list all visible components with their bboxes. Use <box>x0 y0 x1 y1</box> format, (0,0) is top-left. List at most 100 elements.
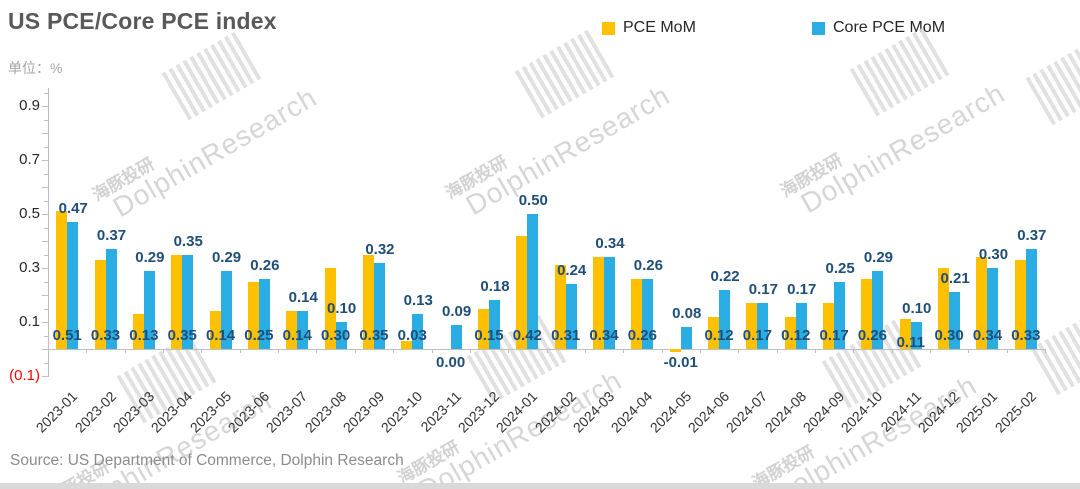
core-pce-value-label: 0.08 <box>672 305 702 323</box>
y-axis-line <box>48 88 49 377</box>
bar-pce <box>708 316 720 349</box>
bar-core-pce <box>834 281 846 349</box>
bar-pce <box>209 311 221 349</box>
bar-pce <box>593 257 605 349</box>
bar-pce <box>669 349 681 352</box>
pce-value-label: 0.17 <box>742 327 772 344</box>
pce-value-label: 0.30 <box>934 327 964 344</box>
core-pce-value-label: 0.21 <box>940 270 970 288</box>
x-axis-tick <box>661 349 663 353</box>
x-axis-tick <box>508 349 510 353</box>
pce-value-label: 0.35 <box>359 327 389 344</box>
core-pce-value-label: 0.18 <box>480 278 510 296</box>
x-axis-tick <box>354 349 356 353</box>
y-axis-tick <box>42 187 48 188</box>
core-pce-value-label: 0.37 <box>1017 227 1047 245</box>
y-axis-tick-label: (0.1) <box>9 367 40 384</box>
pce-value-label: 0.26 <box>627 327 657 344</box>
bar-pce <box>362 254 374 349</box>
pce-value-label: -0.01 <box>663 354 698 371</box>
core-pce-value-label: 0.22 <box>710 267 740 285</box>
bar-core-pce <box>987 268 999 349</box>
bar-pce <box>516 235 528 349</box>
core-pce-value-label: 0.17 <box>748 281 778 299</box>
y-axis-tick <box>44 281 48 283</box>
y-axis-unit-label: 单位：% <box>8 60 63 76</box>
bar-core-pce <box>182 254 194 349</box>
core-pce-value-label: 0.13 <box>403 291 433 309</box>
pce-value-label: 0.25 <box>244 327 274 344</box>
core-pce-value-label: 0.29 <box>211 248 242 266</box>
y-axis-tick-label: 0.7 <box>19 151 40 168</box>
core-pce-value-label: 0.17 <box>787 281 817 299</box>
bar-pce <box>401 340 413 349</box>
x-axis-tick <box>239 349 241 353</box>
x-axis-tick <box>968 349 970 353</box>
x-axis-tick <box>699 349 701 353</box>
bar-core-pce <box>335 322 347 349</box>
core-pce-value-label: 0.50 <box>518 192 548 209</box>
pce-value-label: 0.34 <box>589 327 619 344</box>
y-axis-tick <box>42 133 48 134</box>
core-pce-value-label: 0.47 <box>58 200 88 218</box>
x-axis-tick <box>930 349 931 353</box>
core-pce-value-label: 0.26 <box>250 256 280 274</box>
y-axis-tick-label: 0.5 <box>19 205 40 222</box>
bar-pce <box>938 268 950 349</box>
pce-value-label: 0.03 <box>397 327 427 344</box>
bar-core-pce <box>143 270 155 349</box>
pce-value-label: 0.14 <box>282 327 312 344</box>
bar-pce <box>56 211 68 349</box>
y-axis-tick <box>44 92 48 94</box>
bar-core-pce <box>719 289 731 349</box>
x-axis-tick <box>48 349 49 353</box>
bar-core-pce <box>795 303 807 349</box>
bar-pce <box>1014 259 1026 349</box>
core-pce-value-label: 0.35 <box>173 232 203 250</box>
bar-core-pce <box>67 222 79 349</box>
bar-core-pce <box>642 278 654 349</box>
bar-core-pce <box>373 262 385 349</box>
bar-core-pce <box>105 249 117 349</box>
bar-core-pce <box>412 313 424 349</box>
core-pce-value-label: 0.26 <box>633 256 663 274</box>
y-axis-tick <box>44 146 48 148</box>
bar-pce <box>861 278 873 349</box>
x-axis-tick <box>393 349 395 353</box>
y-axis-tick <box>42 349 48 350</box>
x-axis-tick <box>1045 349 1046 353</box>
x-axis-tick <box>853 349 855 353</box>
core-pce-value-label: 0.29 <box>863 248 894 266</box>
y-axis-tick <box>42 241 48 242</box>
x-axis-tick <box>316 349 318 353</box>
core-pce-value-label: 0.34 <box>595 235 625 253</box>
y-axis-tick <box>44 119 48 121</box>
page-title: US PCE/Core PCE index <box>8 8 277 34</box>
pce-legend-label: PCE MoM <box>623 19 696 36</box>
core-pce-value-label: 0.37 <box>96 227 127 245</box>
bar-core-pce <box>220 270 232 349</box>
x-axis-tick <box>776 349 778 353</box>
y-axis-tick <box>44 362 48 364</box>
bar-pce <box>171 254 183 349</box>
x-axis-tick <box>431 349 433 353</box>
y-axis-tick <box>44 254 48 256</box>
bar-pce <box>132 313 144 349</box>
pce-value-label: 0.51 <box>52 327 82 344</box>
y-axis-tick-label: 0.9 <box>19 97 40 114</box>
y-axis-tick <box>44 200 48 202</box>
bar-pce <box>976 257 988 349</box>
y-axis-tick <box>44 308 48 310</box>
bar-pce <box>247 281 259 349</box>
pce-value-label: 0.12 <box>781 327 811 344</box>
bar-core-pce <box>757 303 769 349</box>
core-pce-value-label: 0.14 <box>288 289 318 307</box>
x-axis-tick <box>623 349 625 353</box>
y-axis-tick-label: 0.3 <box>19 259 40 276</box>
bar-core-pce <box>949 292 961 349</box>
bar-core-pce <box>297 311 309 349</box>
x-axis-tick <box>1006 349 1008 353</box>
y-axis-tick <box>42 268 48 269</box>
pce-value-label: 0.00 <box>436 354 466 371</box>
